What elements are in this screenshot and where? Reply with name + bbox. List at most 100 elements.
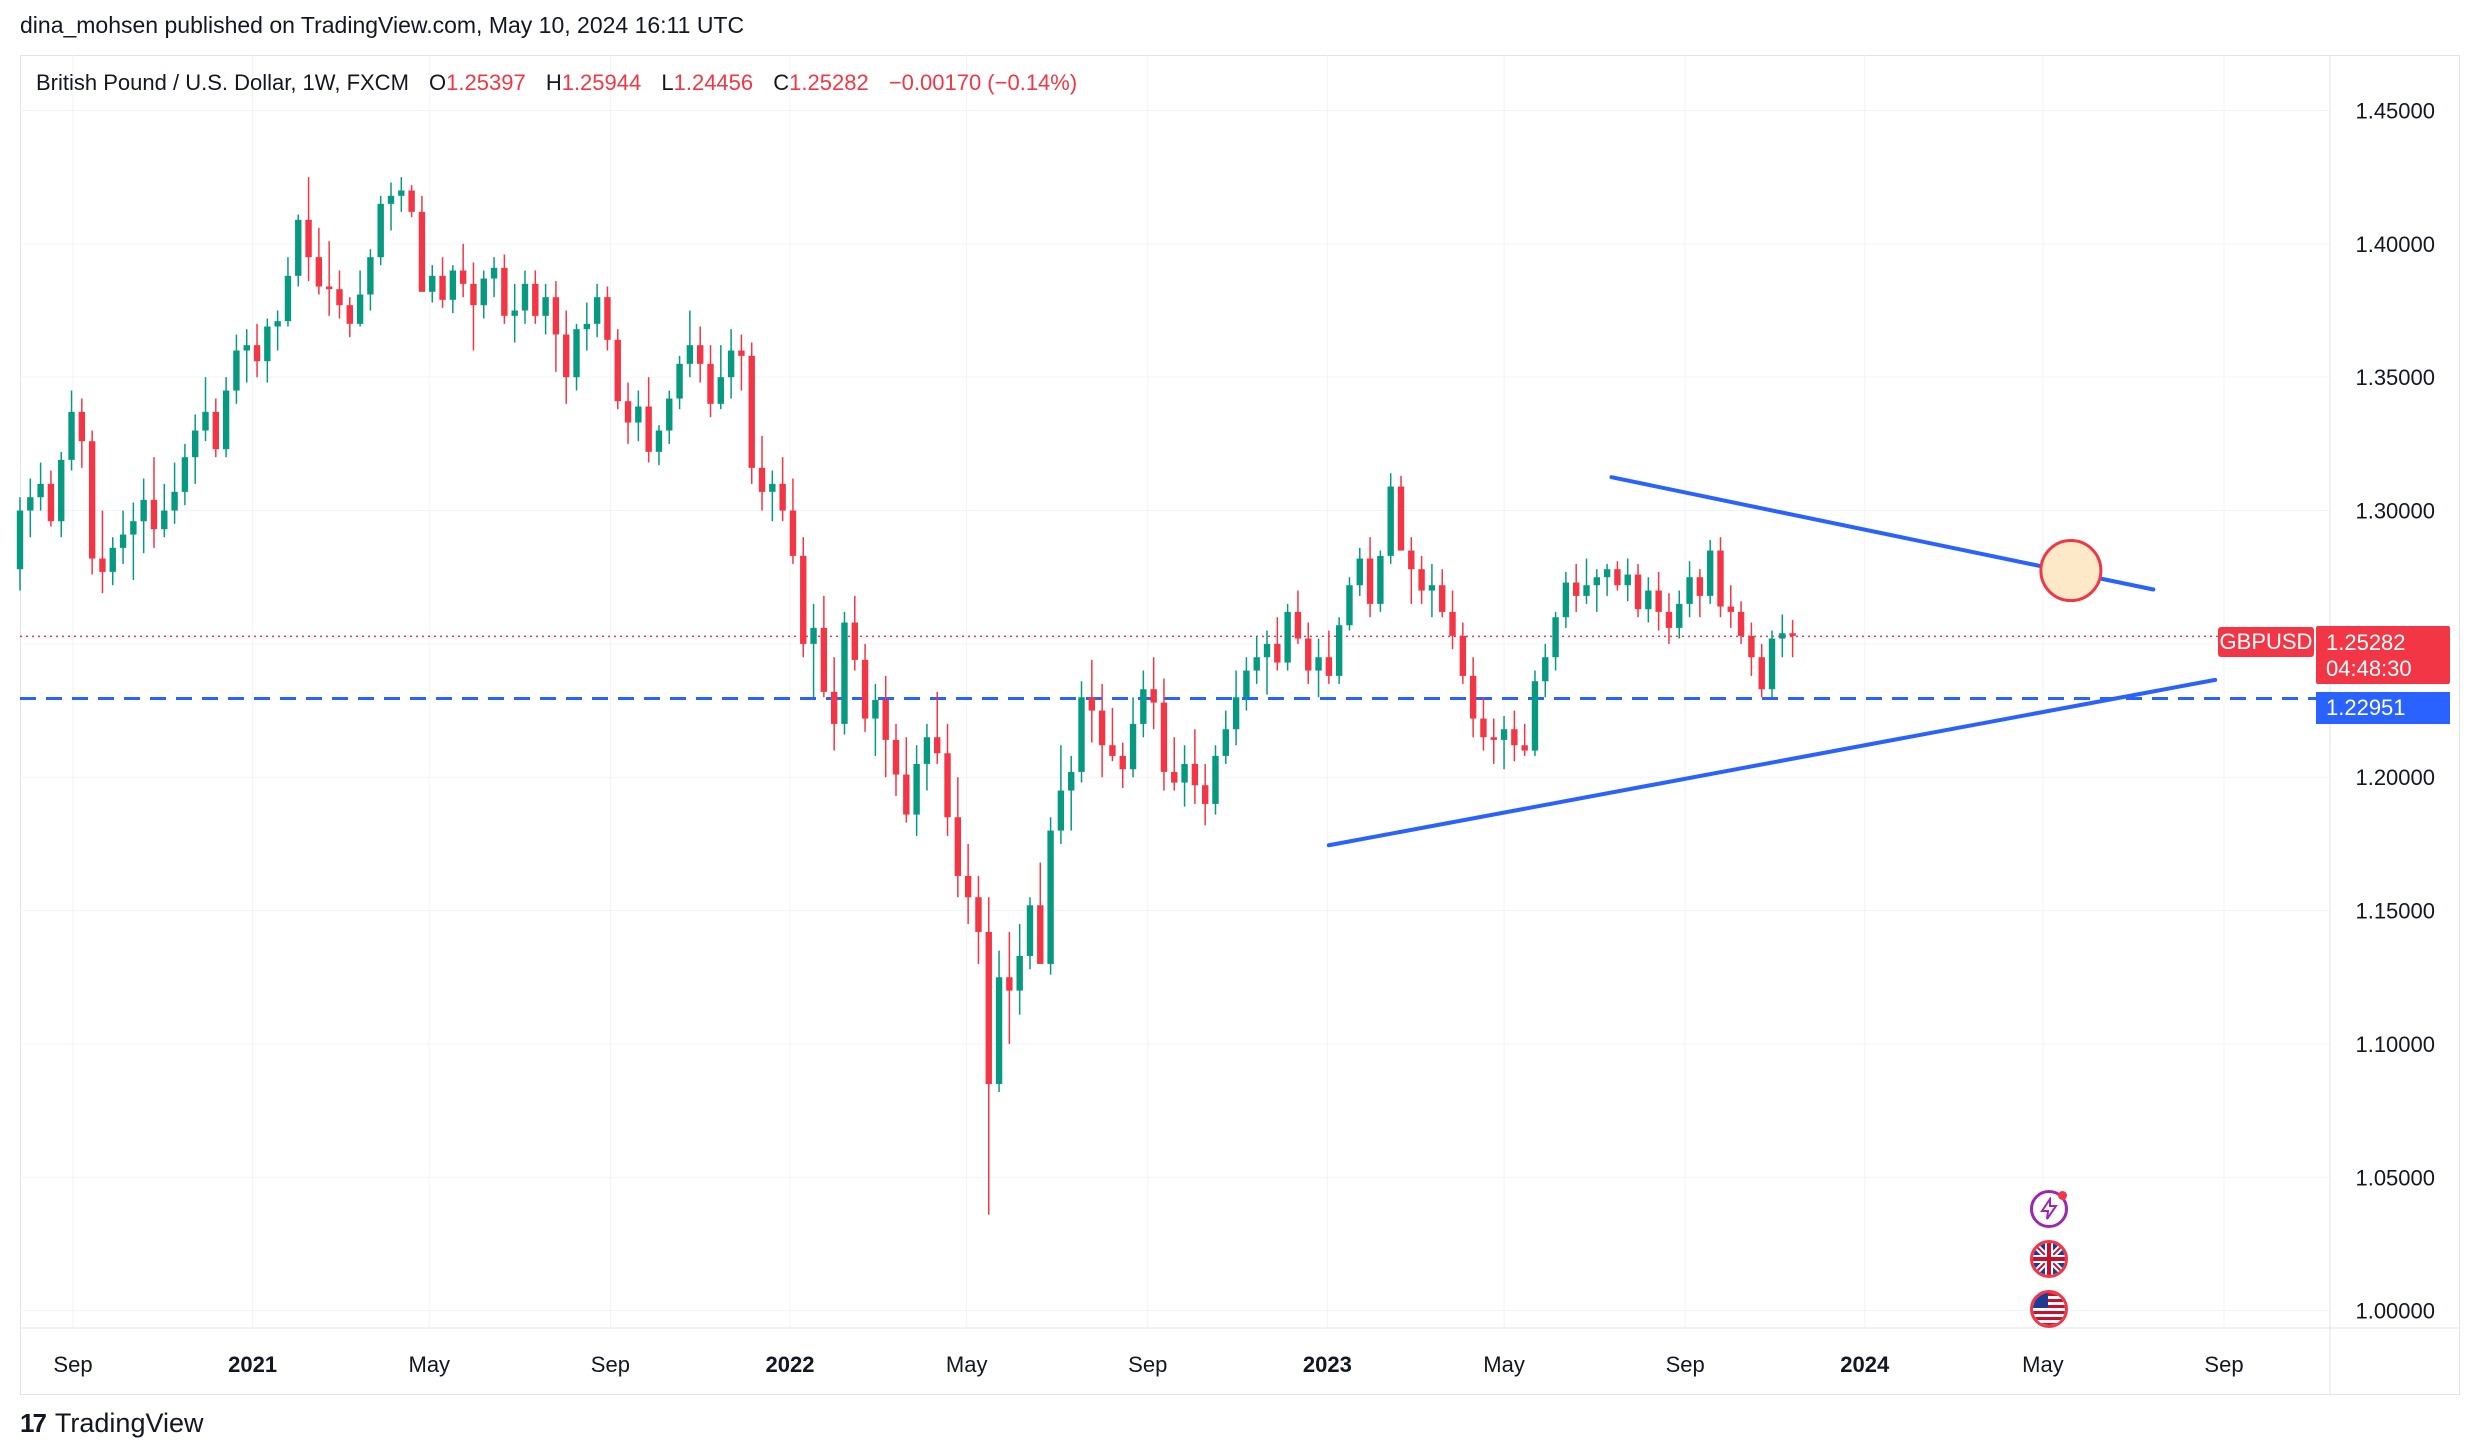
- x-tick-label: 2024: [1840, 1352, 1890, 1377]
- candle: [109, 537, 116, 586]
- candle: [408, 185, 415, 218]
- candle-body: [1614, 569, 1621, 586]
- candle-body: [1418, 569, 1425, 591]
- candle-body: [1078, 697, 1085, 772]
- candle-body: [315, 257, 323, 287]
- candle: [202, 377, 209, 442]
- candle: [923, 723, 931, 791]
- candle-body: [1325, 657, 1333, 676]
- candle-body: [1057, 790, 1065, 831]
- candle: [377, 195, 384, 266]
- publisher-line: dina_mohsen published on TradingView.com…: [20, 12, 745, 38]
- candle: [16, 497, 24, 591]
- candle-body: [1645, 590, 1652, 610]
- candle-body: [511, 310, 518, 316]
- legend-symbol: British Pound / U.S. Dollar, 1W, FXCM: [36, 70, 409, 95]
- candle-body: [1068, 771, 1075, 791]
- low-label: L: [661, 70, 674, 95]
- candle: [1531, 670, 1539, 756]
- candle: [1026, 897, 1034, 970]
- candle: [429, 265, 436, 303]
- candle-body: [1706, 550, 1714, 596]
- us-flag-icon[interactable]: [2030, 1290, 2068, 1328]
- candle: [325, 241, 333, 316]
- candle: [748, 342, 755, 484]
- candle: [1758, 643, 1765, 698]
- candle-body: [1562, 582, 1570, 618]
- candle-body: [532, 283, 539, 316]
- candle: [1181, 745, 1188, 807]
- candle-body: [99, 558, 106, 572]
- candle-body: [1758, 657, 1765, 690]
- candle: [243, 329, 250, 383]
- candle-body: [222, 390, 230, 450]
- tv-logo-icon: 17: [20, 1408, 47, 1438]
- candle-body: [892, 739, 900, 775]
- candle-body: [1016, 955, 1023, 991]
- candle: [954, 777, 962, 898]
- candle-body: [356, 294, 364, 324]
- candle: [295, 214, 302, 287]
- high-value: 1.25944: [561, 70, 642, 95]
- candle-body: [573, 329, 580, 378]
- candle-body: [769, 483, 776, 492]
- candle: [1315, 638, 1322, 698]
- candle-body: [336, 289, 343, 306]
- candle-body: [171, 491, 178, 511]
- y-tick-label: 1.30000: [2355, 499, 2435, 524]
- candle: [1614, 561, 1621, 591]
- y-tick-label: 1.35000: [2355, 365, 2435, 390]
- x-tick-label: May: [1483, 1352, 1525, 1377]
- candle-body: [1490, 737, 1497, 740]
- candle: [820, 595, 828, 698]
- candle-body: [1294, 611, 1302, 639]
- y-tick-label: 1.40000: [2355, 232, 2435, 257]
- candle: [315, 227, 323, 295]
- candle-body: [666, 398, 673, 431]
- candle-body: [325, 286, 333, 290]
- candle-body: [161, 510, 168, 530]
- last-price-label: 1.25282 04:48:30: [2316, 626, 2450, 684]
- candle: [1676, 590, 1683, 639]
- high-label: H: [545, 70, 562, 95]
- change-value: −0.00170 (−0.14%): [888, 70, 1078, 95]
- candle-body: [68, 411, 75, 460]
- candle-body: [1201, 785, 1209, 804]
- candle-body: [181, 457, 189, 492]
- candle: [1171, 737, 1178, 791]
- lightning-event-icon[interactable]: [2030, 1190, 2068, 1228]
- candle: [1222, 710, 1229, 764]
- tradingview-logo[interactable]: 17 TradingView: [20, 1408, 204, 1439]
- candle-body: [1511, 729, 1518, 746]
- candle: [789, 478, 797, 564]
- candle-body: [995, 977, 1003, 1084]
- candle: [573, 323, 580, 391]
- candle: [119, 510, 127, 564]
- candle: [1593, 569, 1601, 612]
- candle-body: [377, 203, 384, 258]
- uk-flag-icon[interactable]: [2030, 1240, 2068, 1278]
- candle: [892, 723, 900, 796]
- candle-body: [1449, 611, 1456, 636]
- candle: [758, 435, 766, 511]
- candle: [490, 257, 498, 298]
- candle: [1274, 617, 1281, 671]
- candle-body: [1480, 718, 1487, 738]
- symbol-price-tag: GBPUSD: [2218, 627, 2314, 657]
- candle: [1191, 729, 1199, 804]
- candle: [1356, 547, 1363, 596]
- candle-body: [1140, 689, 1147, 724]
- candle-body: [789, 510, 797, 556]
- candle-body: [954, 817, 962, 876]
- candle: [274, 310, 281, 351]
- candle: [1634, 563, 1642, 618]
- candle-body: [1624, 574, 1631, 586]
- candle: [645, 377, 652, 463]
- candle: [1706, 539, 1714, 604]
- candle: [851, 595, 858, 671]
- candle-body: [717, 377, 724, 404]
- x-tick-label: 2021: [228, 1352, 277, 1377]
- chart-frame[interactable]: [20, 55, 2460, 1395]
- close-label: C: [773, 70, 790, 95]
